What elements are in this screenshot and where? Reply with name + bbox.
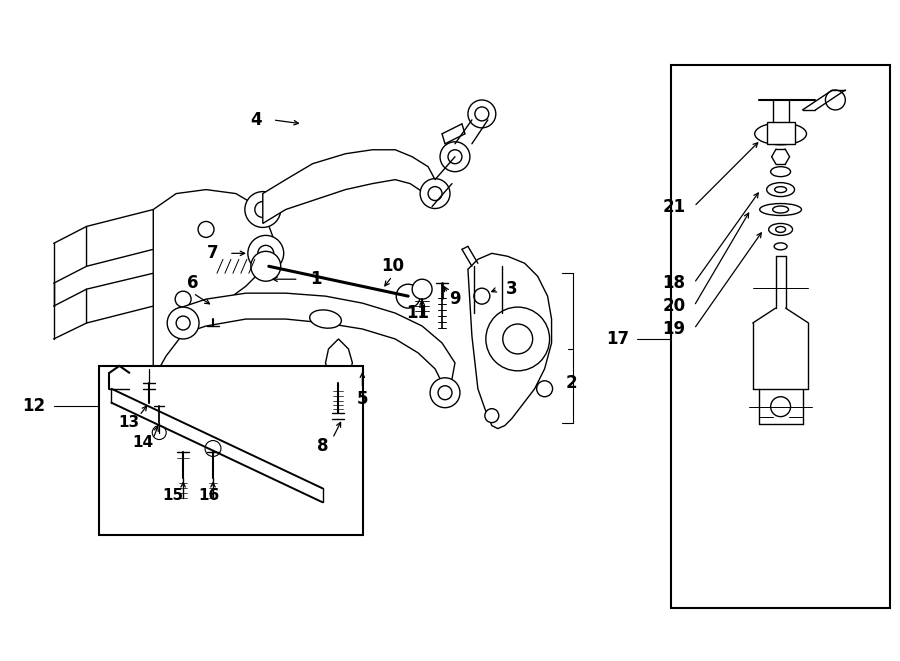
Circle shape (251, 251, 281, 281)
Circle shape (198, 221, 214, 237)
Ellipse shape (474, 280, 502, 286)
Circle shape (257, 245, 274, 261)
Ellipse shape (474, 288, 502, 294)
Circle shape (770, 397, 790, 416)
Ellipse shape (474, 264, 502, 270)
Ellipse shape (776, 227, 786, 233)
Text: 20: 20 (662, 297, 686, 315)
Circle shape (176, 316, 190, 330)
Bar (671, 65, 890, 608)
Text: 9: 9 (449, 290, 461, 308)
Polygon shape (86, 210, 153, 266)
Circle shape (203, 299, 223, 319)
Circle shape (152, 426, 166, 440)
Circle shape (486, 307, 550, 371)
Ellipse shape (474, 263, 502, 270)
Polygon shape (326, 339, 353, 383)
Ellipse shape (474, 272, 502, 278)
Circle shape (245, 192, 281, 227)
Text: 17: 17 (606, 330, 629, 348)
Circle shape (448, 150, 462, 164)
Text: 1: 1 (310, 270, 321, 288)
Circle shape (205, 440, 221, 457)
Bar (100, 366, 364, 535)
Ellipse shape (760, 204, 802, 215)
Circle shape (420, 178, 450, 208)
Text: 7: 7 (207, 245, 219, 262)
Ellipse shape (772, 206, 788, 213)
Polygon shape (468, 253, 552, 428)
Text: 13: 13 (119, 415, 140, 430)
Text: 2: 2 (566, 373, 577, 392)
Circle shape (485, 408, 499, 422)
Text: 5: 5 (356, 390, 368, 408)
Text: 16: 16 (198, 488, 220, 503)
Text: 3: 3 (506, 280, 518, 298)
Text: 11: 11 (407, 304, 429, 322)
Circle shape (428, 186, 442, 200)
Text: 6: 6 (187, 274, 199, 292)
Circle shape (430, 378, 460, 408)
Ellipse shape (767, 182, 795, 196)
Circle shape (536, 381, 553, 397)
Ellipse shape (474, 296, 502, 302)
Ellipse shape (770, 167, 790, 176)
Text: 14: 14 (132, 435, 154, 450)
Ellipse shape (775, 186, 787, 192)
Circle shape (438, 386, 452, 400)
Ellipse shape (769, 223, 793, 235)
Ellipse shape (310, 310, 341, 329)
Circle shape (167, 307, 199, 339)
Polygon shape (86, 273, 153, 323)
Polygon shape (263, 150, 435, 223)
Bar (767, 122, 795, 144)
Polygon shape (153, 190, 273, 379)
Circle shape (474, 288, 490, 304)
Text: 15: 15 (163, 488, 184, 503)
Text: 10: 10 (381, 257, 404, 275)
Circle shape (248, 235, 284, 271)
Ellipse shape (474, 309, 502, 317)
Circle shape (412, 279, 432, 299)
Ellipse shape (774, 243, 788, 250)
Text: 4: 4 (250, 111, 262, 129)
Circle shape (440, 142, 470, 172)
Text: 19: 19 (662, 320, 686, 338)
Ellipse shape (755, 123, 806, 145)
Circle shape (176, 291, 191, 307)
Polygon shape (176, 293, 455, 403)
Circle shape (255, 202, 271, 217)
Text: 12: 12 (22, 397, 45, 414)
Circle shape (825, 90, 845, 110)
Text: 8: 8 (317, 436, 328, 455)
Circle shape (396, 284, 420, 308)
Text: 18: 18 (662, 274, 686, 292)
Text: 21: 21 (662, 198, 686, 215)
Circle shape (468, 100, 496, 128)
Circle shape (475, 107, 489, 121)
Circle shape (503, 324, 533, 354)
Ellipse shape (474, 304, 502, 310)
